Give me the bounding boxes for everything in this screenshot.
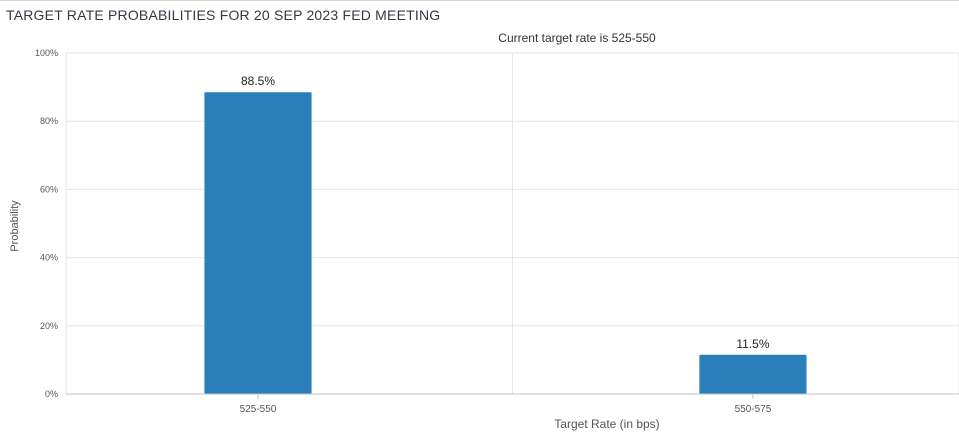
bar-550-575[interactable] <box>699 354 807 394</box>
bar-525-550[interactable] <box>204 92 312 394</box>
bar-value-label: 11.5% <box>736 337 769 351</box>
x-tick-label: 525-550 <box>240 404 277 415</box>
bar-chart: Current target rate is 525-550 0% 20% 40% 6… <box>9 31 959 431</box>
chart-header: TARGET RATE PROBABILITIES FOR 20 SEP 202… <box>0 0 959 28</box>
x-tick-label: 550-575 <box>735 404 772 415</box>
y-tick-label: 40% <box>40 253 58 263</box>
y-tick-label: 0% <box>45 389 58 399</box>
y-tick-label: 100% <box>35 48 58 58</box>
chart-area: Current target rate is 525-550 0% 20% 40% 6… <box>0 28 959 439</box>
x-axis-ticks: 525-550 550-575 <box>240 394 772 415</box>
x-axis-label: Target Rate (in bps) <box>554 417 659 431</box>
bar-value-label: 88.5% <box>241 74 275 88</box>
y-tick-label: 60% <box>40 184 58 194</box>
chart-subtitle: Current target rate is 525-550 <box>498 31 656 45</box>
y-axis-label: Probability <box>9 200 21 252</box>
y-tick-label: 20% <box>40 321 58 331</box>
y-tick-label: 80% <box>40 116 58 126</box>
chart-title: TARGET RATE PROBABILITIES FOR 20 SEP 202… <box>6 7 441 23</box>
y-axis-ticks: 0% 20% 40% 60% 80% 100% <box>35 48 58 399</box>
grid-lines <box>65 52 959 394</box>
bars: 88.5% 11.5% <box>204 74 807 394</box>
